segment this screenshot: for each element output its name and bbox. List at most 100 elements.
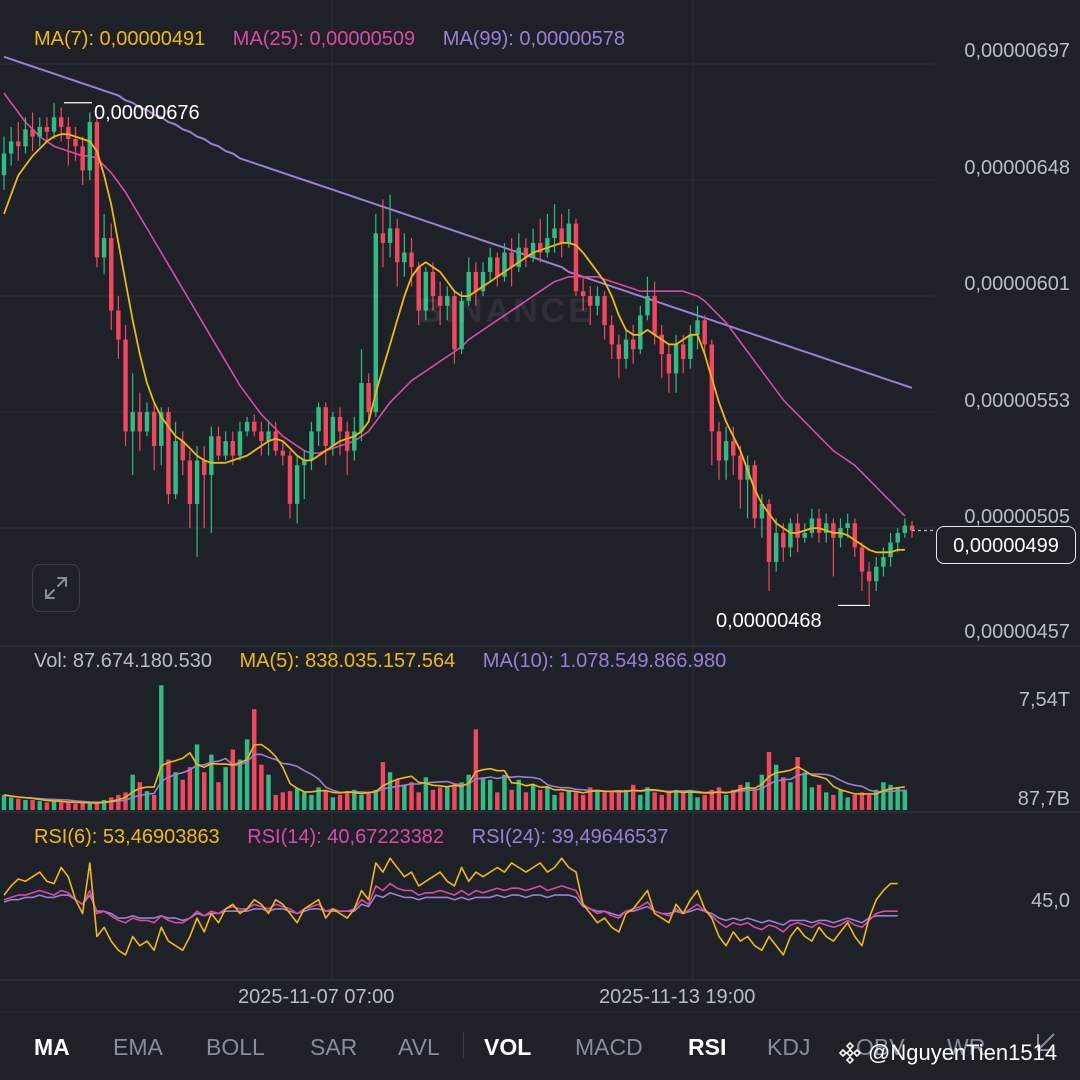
volume-bar xyxy=(94,802,100,810)
volume-bar xyxy=(773,764,779,810)
candle-up xyxy=(330,416,336,446)
volume-bar xyxy=(373,789,378,810)
volume-bar xyxy=(366,792,371,810)
candle-up xyxy=(874,566,879,582)
volume-bar xyxy=(652,792,657,810)
candle-down xyxy=(738,455,743,480)
volume-bar xyxy=(638,794,643,810)
volume-bar xyxy=(109,797,114,810)
volume-bar xyxy=(545,787,550,810)
tab-boll[interactable]: BOLL xyxy=(206,1034,265,1060)
candle-up xyxy=(316,407,321,432)
volume-bar xyxy=(316,787,321,810)
volume-bar xyxy=(845,797,850,810)
volume-bar xyxy=(1,794,7,810)
tab-wr[interactable]: WR xyxy=(947,1034,986,1060)
candle-down xyxy=(337,416,343,432)
candle-down xyxy=(816,518,822,533)
candle-down xyxy=(80,146,85,171)
candle-up xyxy=(502,252,507,277)
candle-up xyxy=(688,334,693,359)
volume-ma10: MA(10): 1.078.549.866.980 xyxy=(482,650,727,672)
tab-avl[interactable]: AVL xyxy=(398,1034,440,1060)
candle-down xyxy=(630,339,636,350)
candle-up xyxy=(387,228,393,243)
tab-sar[interactable]: SAR xyxy=(310,1034,358,1060)
rsi6-value: RSI(6): 53,46903863 xyxy=(34,826,220,848)
tab-kdj[interactable]: KDJ xyxy=(767,1034,811,1060)
candle-up xyxy=(402,252,407,263)
candle-down xyxy=(588,296,593,306)
candle-down xyxy=(909,525,915,531)
tab-obv[interactable]: OBV xyxy=(856,1034,905,1060)
candle-up xyxy=(445,296,450,306)
volume-bar xyxy=(738,784,743,810)
candle-down xyxy=(659,334,664,355)
tab-rsi[interactable]: RSI xyxy=(688,1034,727,1060)
tab-vol[interactable]: VOL xyxy=(484,1034,532,1060)
candle-down xyxy=(452,296,457,350)
volume-bar xyxy=(573,792,579,810)
candle-down xyxy=(380,233,386,243)
volume-bar xyxy=(16,798,21,810)
candle-up xyxy=(759,503,765,519)
candle-up xyxy=(237,431,243,456)
price-tick: 0,00000457 xyxy=(964,621,1070,643)
candle-down xyxy=(94,122,100,258)
volume-bar xyxy=(552,794,557,810)
volume-bar xyxy=(58,802,64,810)
rsi-tick: 45,0 xyxy=(1031,890,1070,912)
candle-up xyxy=(788,523,793,548)
candle-down xyxy=(680,344,686,359)
candle-up xyxy=(373,233,378,413)
candle-down xyxy=(473,271,479,292)
candle-down xyxy=(495,257,500,277)
volume-bar xyxy=(445,787,450,810)
candle-down xyxy=(609,325,614,345)
candle-up xyxy=(516,247,521,268)
candle-down xyxy=(831,523,836,538)
candle-up xyxy=(173,441,178,495)
volume-bar xyxy=(580,794,586,810)
candle-down xyxy=(44,126,50,132)
volume-bar xyxy=(702,794,707,810)
candle-up xyxy=(566,223,572,243)
candle-down xyxy=(166,412,171,495)
volume-bar xyxy=(480,777,486,810)
candle-down xyxy=(344,431,350,451)
volume-bar xyxy=(294,788,300,810)
volume-bar xyxy=(23,799,28,810)
candle-down xyxy=(409,252,414,268)
volume-bar xyxy=(852,794,858,810)
volume-bar xyxy=(330,797,336,810)
time-tick: 2025-11-07 07:00 xyxy=(238,986,395,1008)
candle-up xyxy=(8,141,14,154)
volume-bar xyxy=(173,772,178,810)
volume-bar xyxy=(673,789,679,810)
candle-down xyxy=(137,412,143,432)
candle-down xyxy=(781,532,786,548)
candle-down xyxy=(123,339,128,432)
candle-down xyxy=(180,441,185,461)
volume-bar xyxy=(859,792,865,810)
volume-bar xyxy=(159,685,164,810)
candle-up xyxy=(723,441,729,461)
candle-down xyxy=(509,252,514,268)
tab-ma[interactable]: MA xyxy=(34,1034,70,1060)
volume-bar xyxy=(487,779,493,810)
candle-up xyxy=(638,315,643,350)
price-tick: 0,00000648 xyxy=(964,157,1070,179)
candle-up xyxy=(545,238,550,253)
tab-ema[interactable]: EMA xyxy=(113,1034,163,1060)
volume-bar xyxy=(680,792,686,810)
settings-icon[interactable] xyxy=(1034,1030,1058,1060)
expand-chart-button[interactable] xyxy=(32,564,80,612)
volume-bar xyxy=(602,792,607,810)
candle-up xyxy=(845,523,850,529)
high-price-marker: 0,00000676 xyxy=(94,102,200,124)
tab-macd[interactable]: MACD xyxy=(575,1034,643,1060)
candle-up xyxy=(294,465,300,504)
user-handle: @NguyenTien1514 xyxy=(868,1040,1058,1065)
candle-up xyxy=(623,339,629,359)
